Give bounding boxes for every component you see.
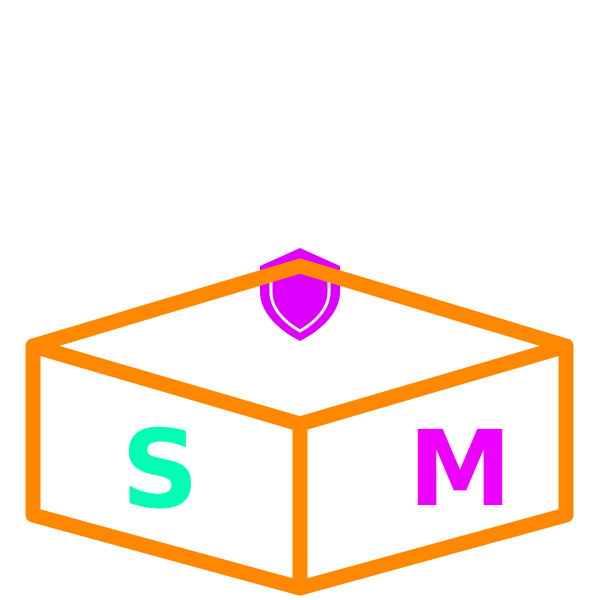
- open-box-icon: [25, 258, 574, 596]
- left-face-letter: S: [121, 408, 199, 533]
- box-right-face: [292, 338, 574, 596]
- box-left-face: [25, 338, 308, 596]
- right-face-letter: M: [408, 408, 512, 530]
